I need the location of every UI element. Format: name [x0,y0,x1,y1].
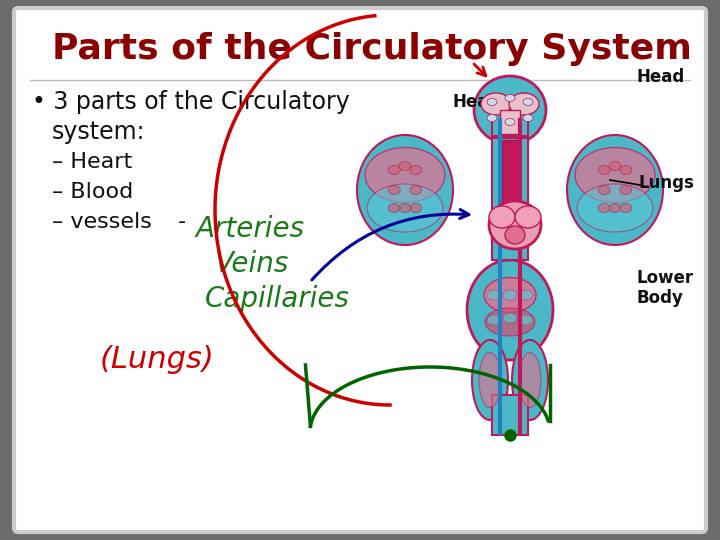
Text: system:: system: [52,120,145,144]
Ellipse shape [609,204,621,213]
Ellipse shape [485,308,535,336]
Bar [502,140,518,240]
Ellipse shape [489,201,541,249]
Ellipse shape [598,186,611,194]
Text: – Heart: – Heart [52,152,132,172]
Text: Head: Head [636,68,684,86]
Ellipse shape [503,313,517,323]
Ellipse shape [620,186,632,194]
Ellipse shape [388,204,400,213]
Ellipse shape [410,186,422,194]
Ellipse shape [567,135,663,245]
Ellipse shape [399,161,411,171]
Bar [492,108,528,136]
Ellipse shape [505,94,515,102]
Ellipse shape [357,135,453,245]
Ellipse shape [489,206,515,228]
Ellipse shape [512,340,548,420]
Text: Capillaries: Capillaries [205,285,350,313]
Ellipse shape [487,114,497,122]
Ellipse shape [620,165,632,174]
Text: (Lungs): (Lungs) [100,345,215,374]
Text: -: - [178,212,186,232]
Ellipse shape [410,165,422,174]
Ellipse shape [598,165,611,174]
Ellipse shape [410,204,422,213]
Text: • 3 parts of the Circulatory: • 3 parts of the Circulatory [32,90,350,114]
Ellipse shape [487,315,501,325]
Ellipse shape [484,278,536,313]
Ellipse shape [467,260,553,360]
Ellipse shape [519,290,533,300]
Ellipse shape [575,147,655,202]
Ellipse shape [609,161,621,171]
Ellipse shape [519,353,541,408]
Ellipse shape [474,76,546,144]
Text: Lower
Body: Lower Body [637,268,694,307]
Ellipse shape [620,204,632,213]
Text: – vessels: – vessels [52,212,152,232]
Ellipse shape [577,184,653,232]
Bar [500,110,520,134]
Ellipse shape [481,93,511,115]
Ellipse shape [503,290,517,300]
Ellipse shape [487,98,497,105]
Text: Parts of the Circulatory System: Parts of the Circulatory System [52,32,692,66]
Text: Arteries: Arteries [195,215,304,243]
Text: – Blood: – Blood [52,182,133,202]
Ellipse shape [598,204,611,213]
Ellipse shape [519,315,533,325]
Ellipse shape [487,290,501,300]
Bar [492,395,528,435]
Ellipse shape [472,340,508,420]
Ellipse shape [505,118,515,125]
Ellipse shape [523,114,533,122]
Ellipse shape [523,98,533,105]
Bar [492,138,528,242]
Ellipse shape [367,184,443,232]
Ellipse shape [388,186,400,194]
FancyBboxPatch shape [14,8,706,532]
Text: Heart: Heart [452,93,505,111]
Ellipse shape [399,204,411,213]
Ellipse shape [505,226,525,244]
Ellipse shape [365,147,445,202]
Ellipse shape [479,353,501,408]
Ellipse shape [388,165,400,174]
Text: Lungs: Lungs [638,174,694,192]
Ellipse shape [515,206,541,228]
Bar [492,234,528,260]
Text: Veins: Veins [215,250,289,278]
Ellipse shape [509,93,539,115]
